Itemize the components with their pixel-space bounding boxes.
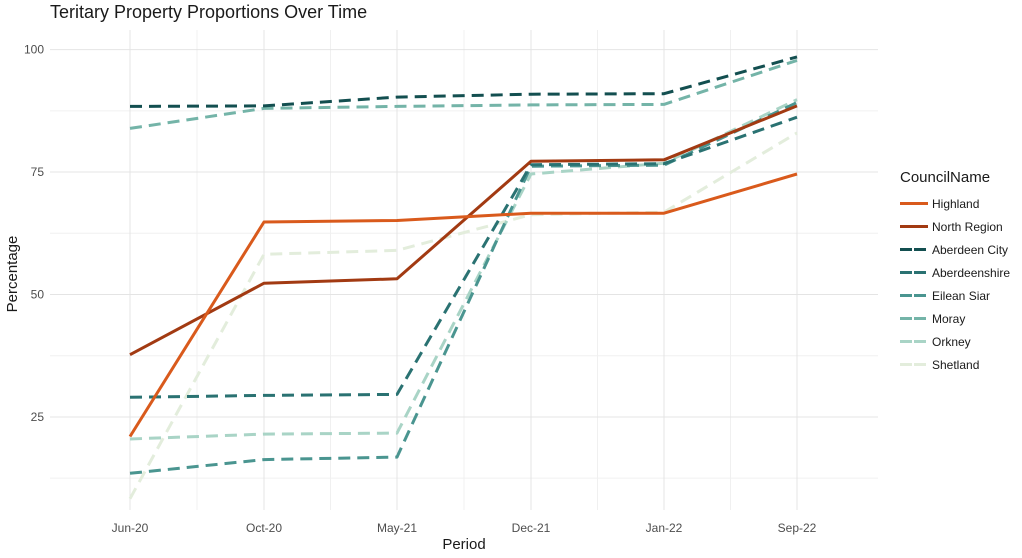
legend-item: North Region [900, 215, 1010, 238]
legend-label: Moray [932, 311, 966, 326]
x-axis-title: Period [442, 536, 485, 553]
line-chart: 25 50 75 100 Jun-20 Oct-20 May-21 Dec-21 Jan-22 S… [4, 30, 878, 553]
legend-label: North Region [932, 219, 1003, 234]
legend-key [900, 317, 928, 320]
legend-item: Aberdeen City [900, 238, 1010, 261]
series-line-highland [128, 172, 798, 438]
x-tick-label: Jun-20 [112, 521, 149, 535]
y-tick-label: 100 [24, 43, 44, 57]
y-tick-label: 75 [31, 165, 45, 179]
x-tick-label: Dec-21 [512, 521, 551, 535]
y-axis-title: Percentage [4, 236, 21, 313]
legend-item: Moray [900, 307, 1010, 330]
legend-title: CouncilName [900, 169, 991, 186]
legend-key [900, 202, 928, 205]
legend-label: Aberdeen City [932, 242, 1009, 257]
y-tick-label: 50 [31, 287, 45, 301]
series-line-aberdeenshire [129, 115, 798, 399]
legend-label: Shetland [932, 357, 980, 372]
x-tick-label: Oct-20 [246, 521, 282, 535]
legend-key [900, 340, 928, 343]
legend-key [900, 363, 928, 366]
legend-label: Aberdeenshire [932, 265, 1011, 280]
legend-item: Orkney [900, 330, 1010, 353]
legend-key [900, 225, 928, 228]
legend: CouncilName Highland North Region Aberdeen… [900, 169, 1010, 376]
legend-label: Eilean Siar [932, 288, 991, 303]
y-tick-label: 25 [31, 410, 45, 424]
chart-title: Teritary Property Proportions Over Time [50, 2, 368, 22]
legend-label: Orkney [932, 334, 971, 349]
legend-item: Highland [900, 192, 1010, 215]
legend-key [900, 294, 928, 297]
legend-label: Highland [932, 196, 980, 211]
legend-key [900, 271, 928, 274]
x-tick-label: May-21 [377, 521, 417, 535]
legend-items: Highland North Region Aberdeen City Aberdee… [900, 192, 1010, 376]
series-line-moray [129, 58, 798, 130]
series-line-north-region [129, 104, 798, 357]
legend-item: Shetland [900, 353, 1010, 376]
series-line-aberdeen-city [129, 55, 798, 108]
legend-item: Aberdeenshire [900, 261, 1010, 284]
legend-item: Eilean Siar [900, 284, 1010, 307]
x-tick-label: Jan-22 [646, 521, 683, 535]
legend-key [900, 248, 928, 251]
x-tick-label: Sep-22 [778, 521, 817, 535]
